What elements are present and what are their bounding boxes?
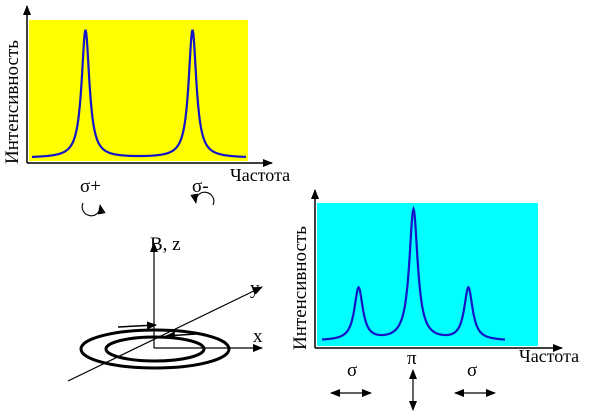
outer-orbit-arrow-icon xyxy=(117,321,157,330)
right-x-axis-label: Частота xyxy=(519,346,579,366)
left-spectrum-chart: Интенсивность Частота σ+ σ- xyxy=(2,5,290,217)
x-axis-label: x xyxy=(253,326,263,347)
inner-orbit-arrow-icon xyxy=(165,331,197,340)
outer-orbit xyxy=(79,328,231,370)
right-spectrum-curve xyxy=(321,205,506,341)
y-axis-label: y xyxy=(250,278,260,299)
right-y-axis-label: Интенсивность xyxy=(290,226,311,350)
right-peak-label-sigma-right: σ xyxy=(467,360,477,381)
left-y-axis-label: Интенсивность xyxy=(2,40,23,164)
right-peak-label-pi: π xyxy=(407,348,417,369)
left-polarization-arrow-icon xyxy=(81,202,106,217)
magnetic-field-axes: B, z y x xyxy=(67,234,263,382)
right-polarization-arrow-icon xyxy=(190,191,215,206)
right-spectrum-chart: Интенсивность Частота σ π σ xyxy=(290,189,579,411)
left-x-axis-label: Частота xyxy=(230,165,290,185)
left-panel-background xyxy=(29,20,248,161)
left-spectrum-curve xyxy=(31,29,247,159)
z-axis-label: B, z xyxy=(150,234,181,255)
right-peak-label-sigma-left: σ xyxy=(347,360,357,381)
left-peak-label-sigma-plus: σ+ xyxy=(80,176,101,197)
inner-orbit xyxy=(104,335,206,363)
y-axis-3d xyxy=(67,286,263,382)
